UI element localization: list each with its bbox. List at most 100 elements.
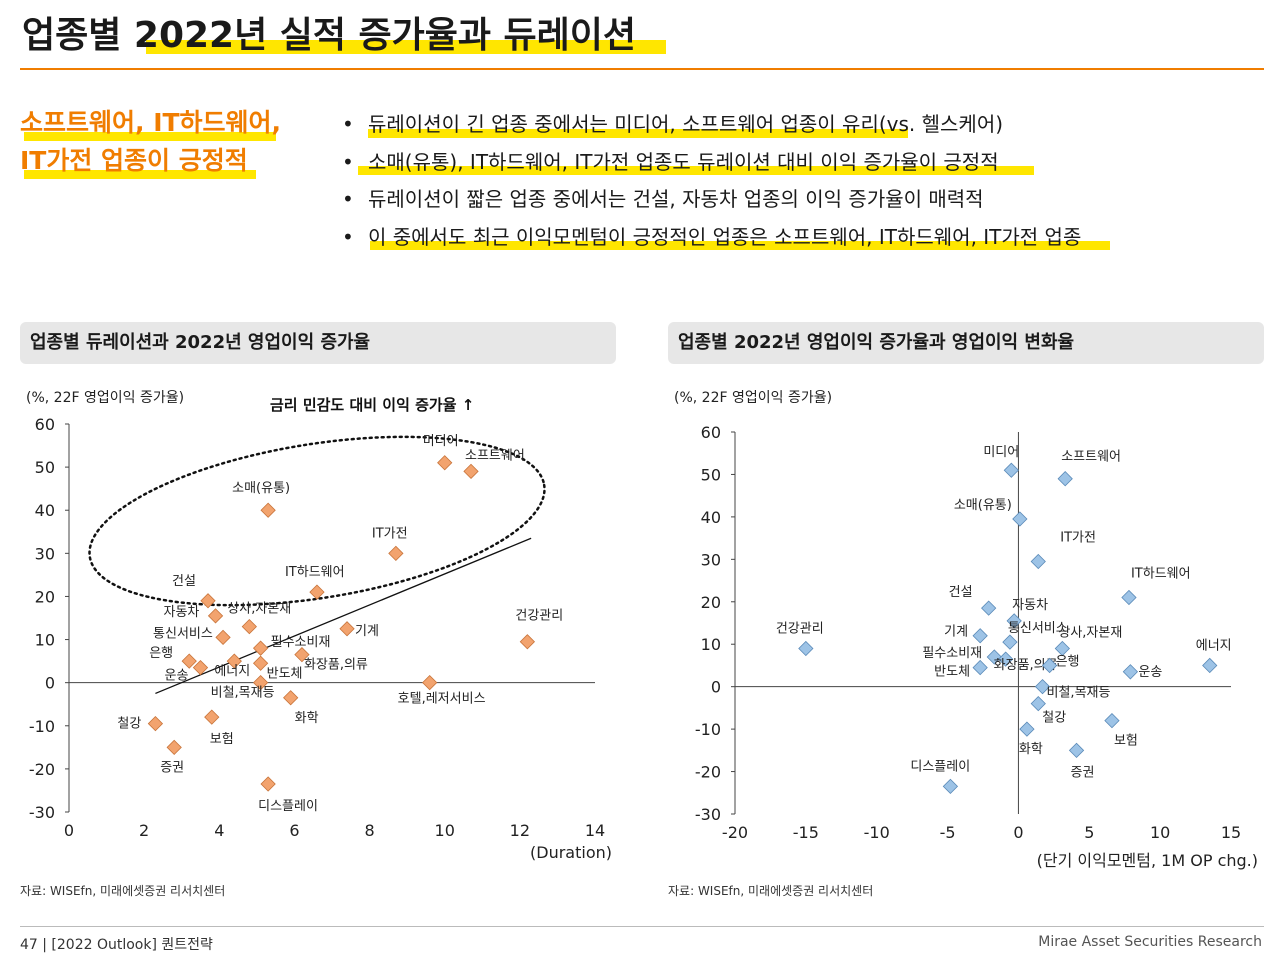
y-tick-label: 10: [35, 631, 55, 650]
data-label: 소프트웨어: [465, 448, 525, 463]
data-point: [207, 608, 224, 624]
annotation-text: 금리 민감도 대비 이익 증가율 ↑: [270, 396, 474, 414]
y-tick-label: 30: [35, 544, 55, 563]
data-label: IT가전: [1060, 530, 1096, 545]
x-tick-label: 10: [1150, 823, 1170, 842]
data-label: 소매(유통): [232, 481, 290, 496]
data-point: [1006, 613, 1022, 629]
data-point: [1003, 462, 1019, 478]
bullet-item: 듀레이션이 긴 업종 중에서는 미디어, 소프트웨어 업종이 유리(vs. 헬스…: [340, 106, 1081, 144]
x-tick-label: 15: [1221, 823, 1241, 842]
title-rule: [20, 68, 1264, 70]
data-point: [1202, 657, 1218, 674]
y-axis-label: (%, 22F 영업이익 증가율): [674, 390, 832, 406]
data-point: [339, 621, 355, 637]
data-label: 자동차: [164, 605, 200, 620]
x-tick-label: -10: [864, 823, 890, 842]
data-point: [241, 618, 257, 635]
data-point: [226, 653, 242, 669]
data-label: 은행: [1056, 653, 1080, 669]
x-tick-label: 0: [64, 821, 74, 840]
data-point: [798, 640, 814, 657]
data-point: [981, 600, 997, 616]
bullet-item: 듀레이션이 짧은 업종 중에서는 건설, 자동차 업종의 이익 증가율이 매력적: [340, 181, 1081, 219]
data-label: 건강관리: [776, 621, 824, 636]
data-label: 소프트웨어: [1061, 450, 1121, 465]
data-point: [1068, 742, 1085, 758]
x-tick-label: 14: [585, 821, 605, 840]
data-point: [181, 653, 197, 669]
data-point: [260, 776, 276, 792]
y-tick-label: 50: [701, 465, 721, 484]
footer-page-info: 47 | [2022 Outlook] 퀀트전략: [20, 937, 213, 953]
section-subtitle: 소프트웨어, IT하드웨어, IT가전 업종이 긍정적: [20, 104, 281, 180]
subtitle-highlight: [24, 170, 256, 179]
data-label: 미디어: [423, 434, 459, 449]
data-point: [1002, 634, 1018, 650]
chart2-title: 업종별 2022년 영업이익 증가율과 영업이익 변화율: [668, 322, 1264, 364]
y-tick-label: -30: [29, 803, 55, 822]
data-point: [1041, 657, 1058, 674]
y-tick-label: -30: [695, 805, 721, 824]
data-point: [1122, 664, 1139, 680]
data-label: 보험: [1114, 734, 1138, 749]
data-point: [972, 659, 988, 676]
data-label: 보험: [210, 732, 234, 747]
y-tick-label: -10: [695, 720, 721, 739]
data-point: [192, 659, 209, 676]
data-point: [200, 593, 216, 609]
data-label: 운송: [165, 669, 189, 684]
data-label: 미디어: [983, 445, 1019, 460]
data-point: [283, 690, 299, 706]
x-tick-label: 4: [214, 821, 224, 840]
data-point: [1057, 471, 1073, 487]
y-tick-label: 60: [35, 415, 55, 434]
data-label: 화장품,의류: [994, 658, 1058, 673]
data-label: 건강관리: [515, 609, 563, 624]
y-axis-label: (%, 22F 영업이익 증가율): [26, 390, 184, 406]
data-point: [972, 628, 988, 644]
data-point: [463, 463, 479, 480]
data-point: [260, 502, 276, 518]
y-tick-label: 20: [701, 593, 721, 612]
data-point: [1012, 511, 1028, 527]
data-label: 기계: [355, 624, 379, 639]
data-label: 상사,자본재: [227, 602, 291, 617]
chart1-scatter: (%, 22F 영업이익 증가율) -30 -20 -10 0 10 20 30 40 50 60 0…: [26, 390, 612, 862]
x-tick-label: 5: [1084, 823, 1094, 842]
chart1-source: 자료: WISEfn, 미래에셋증권 리서치센터: [20, 884, 226, 898]
x-axis-label: (Duration): [530, 843, 612, 862]
bullet-item: 이 중에서도 최근 이익모멘텀이 긍정적인 업종은 소프트웨어, IT하드웨어,…: [340, 219, 1081, 257]
data-label: 필수소비재: [922, 646, 982, 661]
data-label: 화학: [295, 711, 319, 726]
chart2-scatter: (%, 22F 영업이익 증가율)-30-20-100102030405060-…: [674, 390, 1258, 870]
data-point: [998, 651, 1014, 667]
x-tick-label: 0: [1013, 823, 1023, 842]
bullet-item: 소매(유통), IT하드웨어, IT가전 업종도 듀레이션 대비 이익 증가율이…: [340, 144, 1081, 182]
data-point: [1121, 589, 1137, 606]
data-label: 철강: [1042, 711, 1066, 726]
subtitle-highlight: [24, 132, 276, 141]
y-tick-label: 60: [701, 423, 721, 442]
data-label: 필수소비재: [271, 635, 331, 650]
data-point: [294, 647, 310, 663]
data-point: [1019, 721, 1035, 737]
y-tick-label: 0: [45, 674, 55, 693]
data-label: 건설: [172, 574, 196, 589]
highlight-ellipse: [88, 435, 546, 607]
data-label: 화학: [1019, 742, 1043, 757]
data-label: 기계: [944, 625, 968, 640]
y-tick-label: -20: [29, 760, 55, 779]
data-point: [1030, 553, 1046, 570]
data-label: 반도체: [934, 665, 970, 680]
data-point: [1030, 696, 1046, 712]
data-label: 증권: [160, 760, 184, 775]
data-point: [309, 584, 325, 600]
data-label: 건설: [949, 585, 973, 600]
data-label: 반도체: [267, 666, 303, 681]
chart2-source: 자료: WISEfn, 미래에셋증권 리서치센터: [668, 884, 874, 898]
data-label: 화장품,의류: [304, 658, 368, 673]
bullet-list: 듀레이션이 긴 업종 중에서는 미디어, 소프트웨어 업종이 유리(vs. 헬스…: [340, 106, 1081, 256]
data-point: [437, 455, 453, 471]
y-tick-label: -20: [695, 763, 721, 782]
